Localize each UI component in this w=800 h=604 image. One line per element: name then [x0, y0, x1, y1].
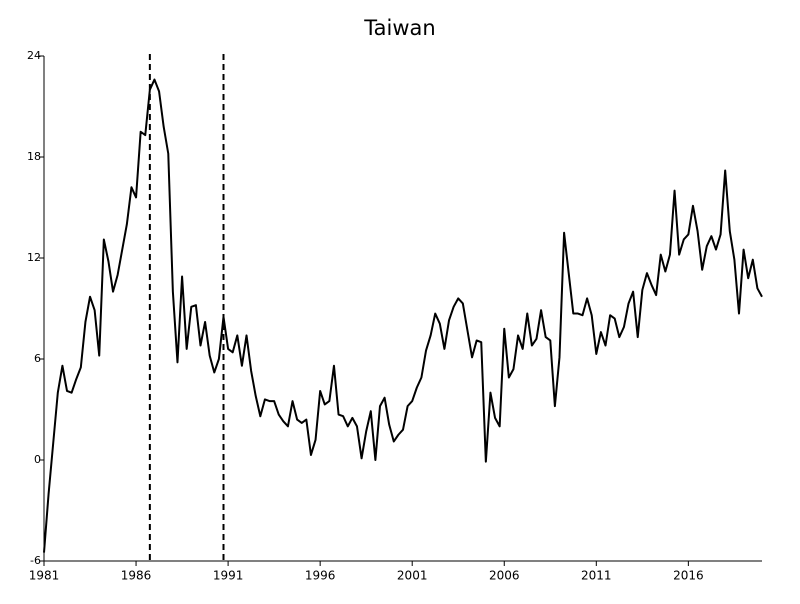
y-tick-label: 6: [34, 352, 41, 365]
y-tick-label: 18: [27, 150, 41, 163]
y-tick-label: 0: [34, 453, 41, 466]
x-tick-label: 1996: [305, 569, 336, 583]
chart-title: Taiwan: [363, 16, 435, 40]
y-tick-label: 12: [27, 251, 41, 264]
line-series: [43, 78, 763, 553]
x-tick-label: 1986: [121, 569, 152, 583]
y-tick-label: 24: [27, 49, 41, 62]
x-tick-label: 2016: [673, 569, 704, 583]
y-tick-label: -6: [30, 554, 41, 567]
x-tick-label: 1991: [213, 569, 244, 583]
x-tick-label: 2001: [397, 569, 428, 583]
x-tick-label: 1981: [29, 569, 60, 583]
x-tick-label: 2011: [581, 569, 612, 583]
x-tick-label: 2006: [489, 569, 520, 583]
